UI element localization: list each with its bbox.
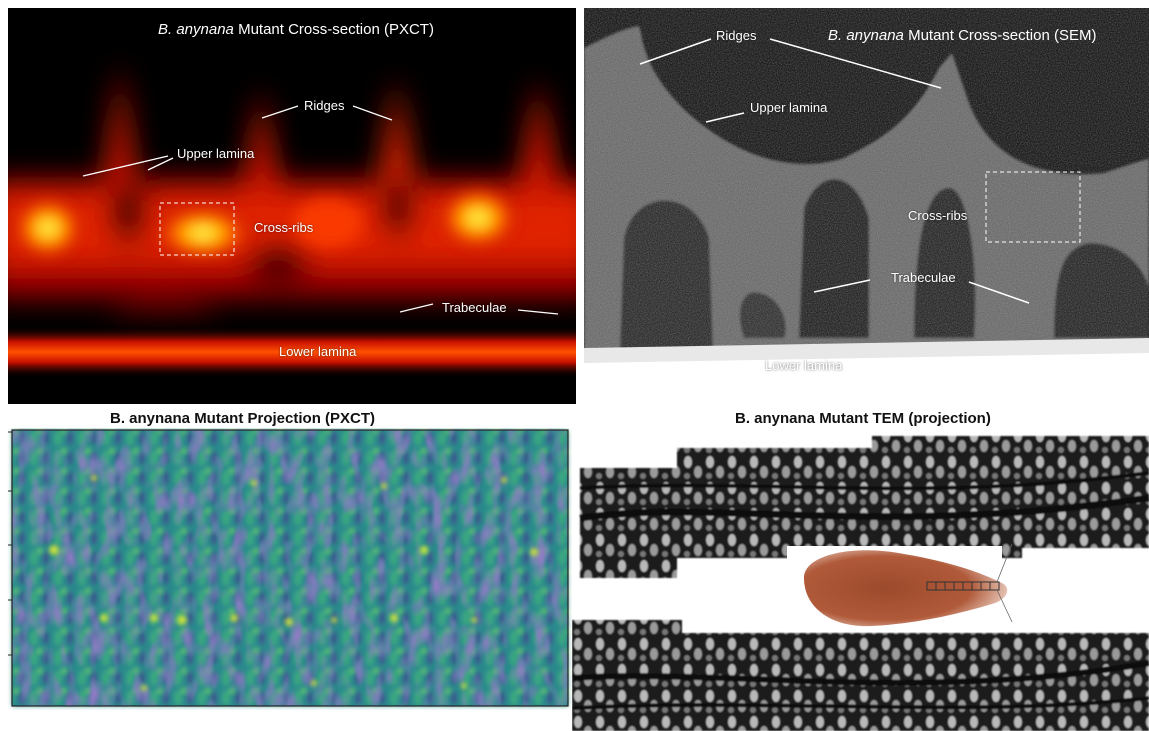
bright-spots [49, 475, 538, 691]
label-cross-ribs: Cross-ribs [254, 220, 314, 235]
pxct-projection-title: B. anynana Mutant Projection (PXCT) [110, 410, 376, 427]
label-trabeculae: Trabeculae [442, 300, 507, 315]
tem-projection-title: B. anynana Mutant TEM (projection) [735, 410, 991, 427]
annotation-lines [82, 105, 559, 315]
sem-cross-section-title: B. anynana Mutant Cross-section (SEM) [828, 27, 1097, 44]
sem-cross-ribs-roi-box [985, 171, 1081, 243]
sem-cross-section-image [584, 8, 1149, 404]
pxct-projection-image [8, 429, 569, 707]
tem-projection-panel [572, 428, 1149, 731]
butterfly-wing-thumbnail [804, 550, 1008, 627]
sem-cross-section-panel: Ridges B. anynana Mutant Cross-section (… [584, 8, 1149, 404]
pxct-cross-section-panel: B. anynana Mutant Cross-section (PXCT) R… [8, 8, 576, 404]
pxct-projection-panel [4, 428, 572, 710]
sem-label-ridges: Ridges [716, 28, 757, 43]
label-lower-lamina: Lower lamina [279, 344, 357, 359]
wing-sample-boxes [926, 581, 1000, 591]
label-ridges: Ridges [304, 98, 345, 113]
sem-label-upper-lamina: Upper lamina [750, 100, 828, 115]
tem-projection-image [572, 428, 1149, 731]
pxct-cross-section-image [8, 8, 576, 404]
sem-annotation-lines [639, 38, 1030, 304]
pxct-cross-section-title: B. anynana Mutant Cross-section (PXCT) [158, 21, 434, 38]
sem-label-lower-lamina: Lower lamina [765, 358, 843, 373]
sem-label-trabeculae: Trabeculae [891, 270, 956, 285]
sem-label-cross-ribs: Cross-ribs [908, 208, 968, 223]
label-upper-lamina: Upper lamina [177, 146, 255, 161]
cross-ribs-roi-box [159, 202, 235, 256]
